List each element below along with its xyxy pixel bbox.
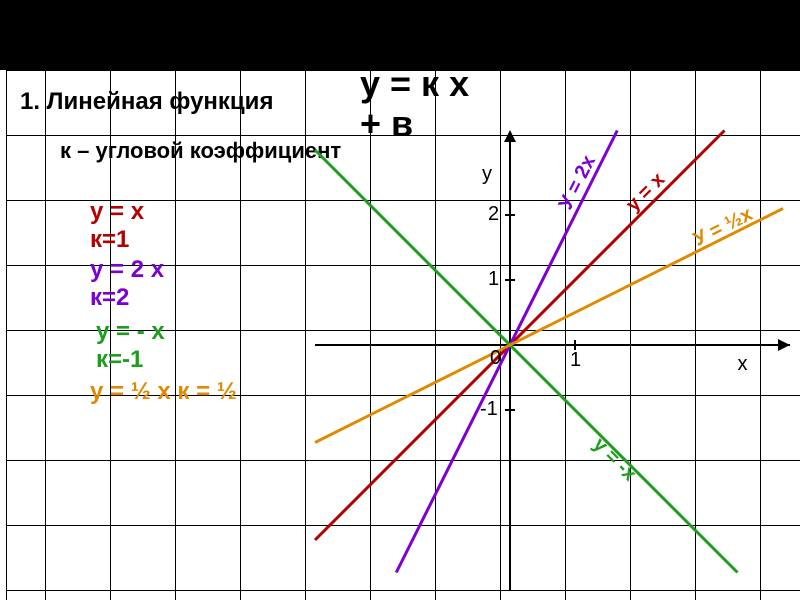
y-axis-label: у [482, 163, 492, 186]
graph-axes [0, 70, 800, 600]
x-tick-1: 1 [570, 349, 581, 372]
y-tick-1: 1 [488, 268, 499, 291]
y-tick-2: 2 [488, 203, 499, 226]
x-axis-label: х [738, 353, 748, 376]
graph-line-2 [315, 150, 738, 573]
origin-label: 0 [490, 347, 501, 370]
graph-line-1 [396, 131, 617, 573]
graph-line-0 [315, 131, 725, 541]
y-tick-neg1: -1 [480, 398, 498, 421]
slide-page: 1. Линейная функция у = к х + в к – угло… [0, 70, 800, 600]
